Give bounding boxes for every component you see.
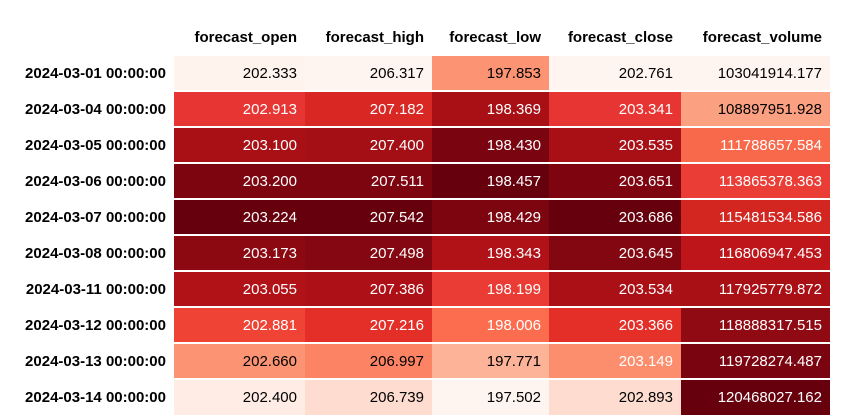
cell-forecast-close: 203.651: [549, 163, 681, 199]
cell-forecast-volume: 117925779.872: [681, 271, 830, 307]
cell-forecast-open: 202.881: [174, 307, 305, 343]
cell-forecast-low: 198.343: [432, 235, 549, 271]
cell-forecast-high: 207.216: [305, 307, 432, 343]
table-row: 2024-03-14 00:00:00 202.400 206.739 197.502…: [4, 379, 830, 415]
cell-forecast-low: 198.199: [432, 271, 549, 307]
cell-forecast-low: 198.369: [432, 91, 549, 127]
column-header-forecast-high: forecast_high: [305, 20, 432, 56]
cell-forecast-high: 207.182: [305, 91, 432, 127]
dataframe-table: forecast_open forecast_high forecast_low…: [4, 20, 830, 415]
cell-forecast-close: 203.534: [549, 271, 681, 307]
cell-forecast-low: 198.457: [432, 163, 549, 199]
cell-forecast-close: 202.761: [549, 55, 681, 91]
table-row: 2024-03-13 00:00:00 202.660 206.997 197.771…: [4, 343, 830, 379]
row-index-label: 2024-03-06 00:00:00: [25, 172, 166, 190]
cell-forecast-volume: 120468027.162: [681, 379, 830, 415]
cell-forecast-open: 203.100: [174, 127, 305, 163]
table-row: 2024-03-08 00:00:00 203.173 207.498 198.343…: [4, 235, 830, 271]
row-index-label: 2024-03-13 00:00:00: [25, 352, 166, 370]
cell-forecast-open: 203.224: [174, 199, 305, 235]
cell-forecast-high: 206.997: [305, 343, 432, 379]
cell-forecast-low: 197.502: [432, 379, 549, 415]
row-index-label: 2024-03-12 00:00:00: [25, 316, 166, 334]
cell-forecast-close: 203.535: [549, 127, 681, 163]
cell-forecast-close: 203.341: [549, 91, 681, 127]
cell-forecast-high: 207.498: [305, 235, 432, 271]
table-row: 2024-03-01 00:00:00 202.333 206.317 197.853…: [4, 55, 830, 91]
row-index-label: 2024-03-11 00:00:00: [25, 280, 166, 298]
cell-forecast-low: 198.006: [432, 307, 549, 343]
cell-forecast-open: 203.200: [174, 163, 305, 199]
cell-forecast-open: 203.055: [174, 271, 305, 307]
cell-forecast-volume: 115481534.586: [681, 199, 830, 235]
table-row: 2024-03-12 00:00:00 202.881 207.216 198.006…: [4, 307, 830, 343]
cell-forecast-volume: 119728274.487: [681, 343, 830, 379]
cell-forecast-high: 207.400: [305, 127, 432, 163]
cell-forecast-open: 202.333: [174, 55, 305, 91]
index-header-cell: [4, 20, 174, 56]
row-index-label: 2024-03-04 00:00:00: [25, 100, 166, 118]
row-index-label: 2024-03-05 00:00:00: [25, 136, 166, 154]
cell-forecast-open: 203.173: [174, 235, 305, 271]
cell-forecast-volume: 103041914.177: [681, 55, 830, 91]
table-row: 2024-03-06 00:00:00 203.200 207.511 198.457…: [4, 163, 830, 199]
cell-forecast-low: 197.853: [432, 55, 549, 91]
cell-forecast-high: 207.386: [305, 271, 432, 307]
column-header-forecast-close: forecast_close: [549, 20, 681, 56]
cell-forecast-close: 203.686: [549, 199, 681, 235]
table-row: 2024-03-11 00:00:00 203.055 207.386 198.199…: [4, 271, 830, 307]
row-index-label: 2024-03-14 00:00:00: [25, 389, 166, 406]
cell-forecast-high: 206.739: [305, 379, 432, 415]
cell-forecast-volume: 111788657.584: [681, 127, 830, 163]
cell-forecast-volume: 113865378.363: [681, 163, 830, 199]
table-header: forecast_open forecast_high forecast_low…: [4, 20, 830, 56]
cell-forecast-volume: 108897951.928: [681, 91, 830, 127]
cell-forecast-close: 203.149: [549, 343, 681, 379]
cell-forecast-close: 203.366: [549, 307, 681, 343]
cell-forecast-low: 198.430: [432, 127, 549, 163]
cell-forecast-open: 202.660: [174, 343, 305, 379]
cell-forecast-close: 203.645: [549, 235, 681, 271]
cell-forecast-open: 202.400: [174, 379, 305, 415]
cell-forecast-volume: 118888317.515: [681, 307, 830, 343]
column-header-forecast-open: forecast_open: [174, 20, 305, 56]
table-row: 2024-03-04 00:00:00 202.913 207.182 198.369…: [4, 91, 830, 127]
cell-forecast-close: 202.893: [549, 379, 681, 415]
cell-forecast-high: 206.317: [305, 55, 432, 91]
column-header-forecast-volume: forecast_volume: [681, 20, 830, 56]
cell-forecast-low: 197.771: [432, 343, 549, 379]
cell-forecast-open: 202.913: [174, 91, 305, 127]
column-header-forecast-low: forecast_low: [432, 20, 549, 56]
row-index-label: 2024-03-08 00:00:00: [25, 244, 166, 262]
row-index-label: 2024-03-01 00:00:00: [25, 64, 166, 82]
cell-forecast-high: 207.511: [305, 163, 432, 199]
cell-forecast-high: 207.542: [305, 199, 432, 235]
cell-forecast-volume: 116806947.453: [681, 235, 830, 271]
header-row: forecast_open forecast_high forecast_low…: [4, 20, 830, 56]
cell-forecast-low: 198.429: [432, 199, 549, 235]
table-row: 2024-03-07 00:00:00 203.224 207.542 198.429…: [4, 199, 830, 235]
row-index-label: 2024-03-07 00:00:00: [25, 208, 166, 226]
table-row: 2024-03-05 00:00:00 203.100 207.400 198.430…: [4, 127, 830, 163]
table-body: 2024-03-01 00:00:00 202.333 206.317 197.853…: [4, 55, 830, 415]
